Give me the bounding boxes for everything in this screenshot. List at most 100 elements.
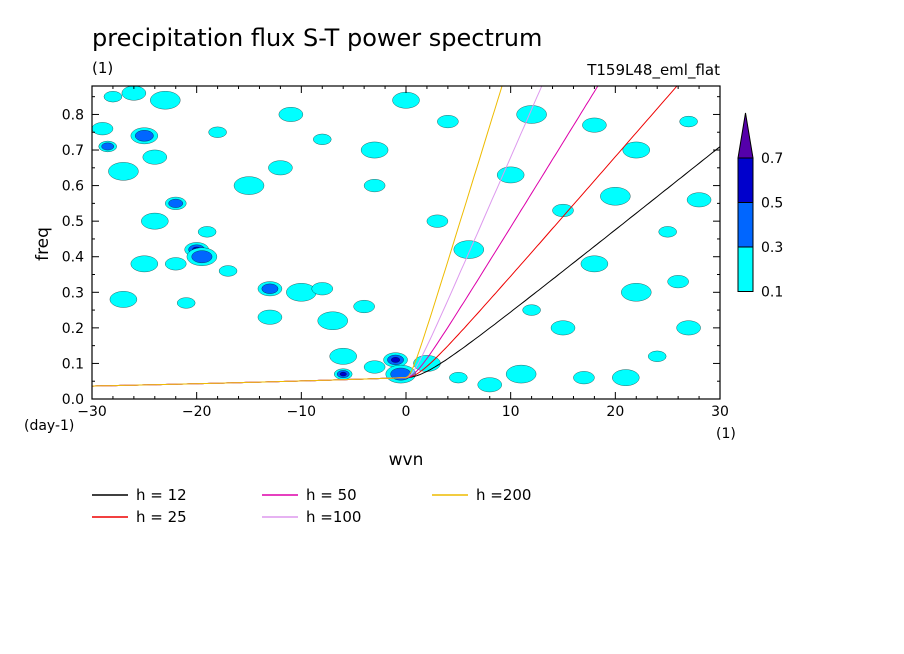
contour-blob <box>109 291 138 308</box>
contour-blob <box>168 198 184 208</box>
x-axis: −30 −20 −10 0 10 20 30 <box>77 86 729 420</box>
y-tick-label: 0.4 <box>62 250 84 266</box>
contour-blob <box>648 350 667 362</box>
colorbar: 0.1 0.3 0.5 0.7 <box>737 112 783 301</box>
contour-blob <box>177 297 196 309</box>
y-unit-label: (day-1) <box>24 418 74 434</box>
y-tick-label: 0.0 <box>62 392 84 408</box>
y-axis-label: freq <box>33 227 53 261</box>
contour-blob <box>103 91 123 103</box>
y-axis: 0.0 0.1 0.2 0.3 0.4 0.5 0.6 0.7 0.8 <box>62 96 720 408</box>
contour-blob <box>108 162 139 181</box>
contour-blob <box>505 364 537 384</box>
colorbar-label: 0.3 <box>761 240 783 256</box>
colorbar-label: 0.7 <box>761 151 783 167</box>
contour-blob <box>233 176 265 195</box>
y-tick-label: 0.2 <box>62 321 84 337</box>
contour-blob <box>676 320 701 336</box>
contour-blob <box>391 357 401 363</box>
colorbar-segment <box>737 202 754 248</box>
y-tick-label: 0.7 <box>62 143 84 159</box>
contour-blob <box>92 122 114 136</box>
contour-blob <box>286 283 317 302</box>
contour-blob <box>142 149 167 165</box>
y-tick-label: 0.8 <box>62 107 84 123</box>
contour-blob <box>339 372 347 377</box>
contour-blob <box>218 265 238 277</box>
curve-200 <box>92 86 503 387</box>
contour-blob <box>261 283 279 294</box>
x-unit-label: (1) <box>716 426 736 442</box>
contour-blob <box>363 179 386 193</box>
contour-blob <box>522 304 541 316</box>
contour-blob <box>477 377 502 393</box>
chart-subtitle-left: (1) <box>92 59 113 77</box>
x-tick-label: −20 <box>182 404 212 420</box>
contour-blob <box>621 283 652 302</box>
contour-blob <box>580 255 609 273</box>
contour-blob <box>552 204 574 217</box>
contour-blob <box>191 250 213 263</box>
colorbar-label: 0.1 <box>761 285 783 301</box>
y-tick-label: 0.6 <box>62 179 84 195</box>
legend-label: h = 12 <box>136 486 187 504</box>
legend-label: h = 25 <box>136 508 187 526</box>
contour-blob <box>101 142 114 151</box>
contour-blob <box>600 187 631 206</box>
contour-blob <box>622 141 650 159</box>
legend-label: h = 50 <box>306 486 357 504</box>
y-tick-label: 0.3 <box>62 285 84 301</box>
contour-blob <box>363 360 386 374</box>
contour-blob <box>516 105 547 124</box>
x-axis-label: wvn <box>389 450 424 470</box>
contour-blob <box>268 160 293 176</box>
x-tick-label: −30 <box>77 404 107 420</box>
contour-blob <box>550 320 576 336</box>
contour-blob <box>426 214 449 228</box>
colorbar-arrow <box>737 112 754 159</box>
contour-blob <box>141 212 169 230</box>
contour-blob <box>311 282 333 296</box>
y-tick-label: 0.5 <box>62 214 84 230</box>
contour-blob <box>150 91 181 110</box>
contour-blob <box>449 372 468 384</box>
contour-blob <box>278 107 304 122</box>
x-tick-label: 0 <box>402 404 411 420</box>
contour-blob <box>257 309 283 325</box>
y-tick-label: 0.1 <box>62 356 84 372</box>
contour-blob <box>453 240 484 259</box>
contour-blob <box>658 226 677 238</box>
plot-frame <box>91 85 721 400</box>
contour-blob <box>360 141 389 159</box>
contour-blob <box>582 117 607 133</box>
x-tick-label: 10 <box>502 404 520 420</box>
contour-blob <box>667 275 689 289</box>
x-tick-label: 20 <box>606 404 624 420</box>
contour-blob <box>313 133 332 145</box>
contour-blob <box>437 115 459 129</box>
chart-subtitle-right: T159L48_eml_flat <box>586 61 720 80</box>
colorbar-label: 0.5 <box>761 196 783 212</box>
legend: h = 12 h = 25 h = 50 h =100 h =200 <box>92 486 531 526</box>
contour-blob <box>612 369 640 386</box>
curve-12 <box>92 146 720 387</box>
contour-blob <box>392 91 420 109</box>
contour-blob <box>317 311 348 330</box>
contour-blob <box>130 255 158 273</box>
chart-title: precipitation flux S-T power spectrum <box>92 24 542 52</box>
contour-blob <box>497 166 525 184</box>
contour-blob <box>135 130 154 142</box>
x-tick-label: −10 <box>287 404 317 420</box>
legend-label: h =200 <box>476 486 531 504</box>
contour-blob <box>329 348 357 365</box>
contour-blob <box>197 226 217 238</box>
legend-label: h =100 <box>306 508 361 526</box>
contour-blob <box>121 86 147 101</box>
contour-fill <box>92 86 712 393</box>
colorbar-segment <box>737 246 754 292</box>
contour-blob <box>686 192 712 208</box>
contour-blob <box>353 300 375 313</box>
colorbar-segment <box>737 157 754 203</box>
contour-blob <box>165 257 187 271</box>
